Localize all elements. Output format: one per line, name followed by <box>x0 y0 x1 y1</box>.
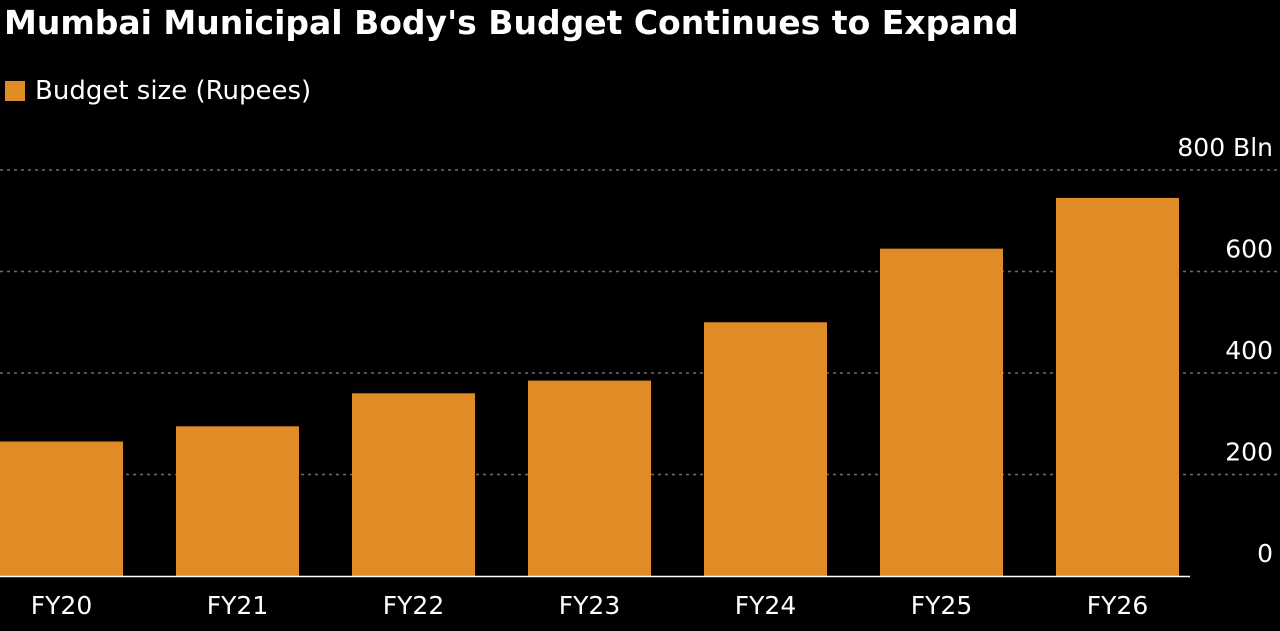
x-tick-label: FY22 <box>383 591 444 620</box>
x-tick-label: FY23 <box>559 591 620 620</box>
bar-fy20 <box>0 441 123 576</box>
x-tick-label: FY21 <box>207 591 268 620</box>
bars-layer <box>0 197 1179 576</box>
y-tick-label: 200 <box>1225 438 1273 467</box>
bar-fy26 <box>1056 197 1179 576</box>
legend-swatch <box>5 81 25 101</box>
bar-fy23 <box>528 380 651 576</box>
bar-fy21 <box>176 426 299 576</box>
chart-title: Mumbai Municipal Body's Budget Continues… <box>4 3 1019 42</box>
x-tick-label: FY24 <box>735 591 796 620</box>
legend-label: Budget size (Rupees) <box>35 76 312 106</box>
y-tick-label: 0 <box>1257 539 1273 568</box>
x-tick-label: FY26 <box>1087 591 1148 620</box>
y-tick-label: 800 Bln <box>1177 133 1273 162</box>
bar-fy22 <box>352 393 475 576</box>
legend: Budget size (Rupees) <box>5 74 311 108</box>
x-tick-label: FY25 <box>911 591 972 620</box>
bar-fy24 <box>704 322 827 576</box>
bar-fy25 <box>880 248 1003 576</box>
y-tick-label: 400 <box>1225 336 1273 365</box>
x-tick-label: FY20 <box>31 591 92 620</box>
y-tick-label: 600 <box>1225 235 1273 264</box>
axis-layer: 0 200 400 600 800 Bln FY20 FY21 FY22 FY23 FY24 FY2… <box>0 133 1273 620</box>
